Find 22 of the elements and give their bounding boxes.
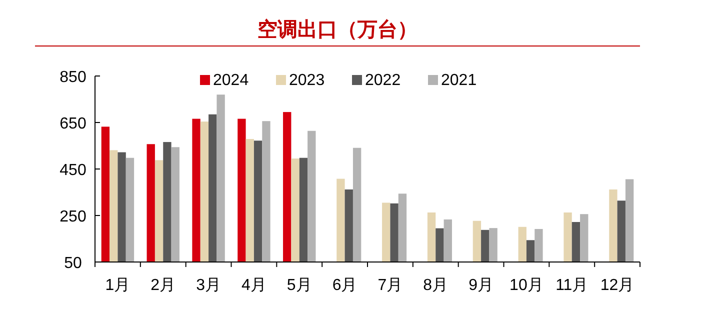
x-tick-label: 11月 xyxy=(556,277,588,294)
legend-label: 2021 xyxy=(441,72,477,89)
y-tick-label: 650 xyxy=(60,116,86,132)
x-tick-label: 6月 xyxy=(332,277,358,294)
y-tick-label: 450 xyxy=(60,162,86,179)
x-tick-label: 3月 xyxy=(196,277,221,294)
x-tick-label: 8月 xyxy=(423,277,448,294)
x-tick-label: 2月 xyxy=(150,277,176,294)
legend-label: 2022 xyxy=(365,72,401,89)
chart-title: 空调出口（万台） xyxy=(258,18,418,41)
y-tick-label: 50 xyxy=(64,255,82,272)
legend-label: 2023 xyxy=(289,72,325,89)
y-tick-label: 250 xyxy=(60,208,86,226)
x-tick-label: 10月 xyxy=(510,277,544,294)
legend-label: 2024 xyxy=(213,72,249,89)
x-tick-label: 5月 xyxy=(286,277,312,294)
y-tick-label: 850 xyxy=(60,69,86,86)
x-tick-label: 4月 xyxy=(242,277,266,294)
x-tick-label: 9月 xyxy=(468,277,494,294)
x-tick-label: 1月 xyxy=(105,277,130,294)
x-tick-label: 12月 xyxy=(600,277,634,294)
x-tick-label: 7月 xyxy=(378,277,403,294)
